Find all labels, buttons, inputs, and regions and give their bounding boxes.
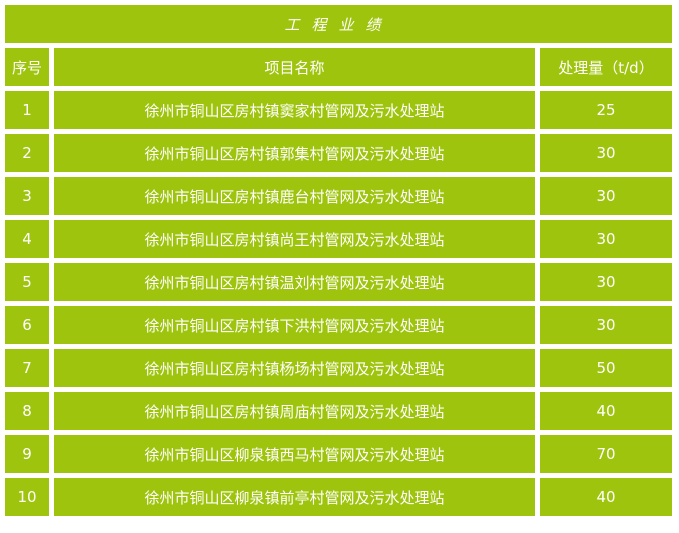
table-row: 3 徐州市铜山区房村镇鹿台村管网及污水处理站 30 [5, 177, 672, 215]
cell-capacity: 40 [539, 478, 672, 516]
page-title: 工程业绩 [5, 5, 672, 43]
header-cell-capacity: 处理量（t/d） [539, 48, 672, 86]
table-row: 1 徐州市铜山区房村镇窦家村管网及污水处理站 25 [5, 91, 672, 129]
cell-seq: 2 [5, 134, 49, 172]
cell-project-name: 徐州市铜山区房村镇周庙村管网及污水处理站 [54, 392, 535, 430]
cell-seq: 9 [5, 435, 49, 473]
cell-project-name: 徐州市铜山区房村镇窦家村管网及污水处理站 [54, 91, 535, 129]
cell-project-name: 徐州市铜山区房村镇杨场村管网及污水处理站 [54, 349, 535, 387]
cell-seq: 6 [5, 306, 49, 344]
header-row: 序号 项目名称 处理量（t/d） [5, 48, 672, 86]
cell-project-name: 徐州市铜山区房村镇鹿台村管网及污水处理站 [54, 177, 535, 215]
table-row: 7 徐州市铜山区房村镇杨场村管网及污水处理站 50 [5, 349, 672, 387]
cell-project-name: 徐州市铜山区房村镇尚王村管网及污水处理站 [54, 220, 535, 258]
table-row: 8 徐州市铜山区房村镇周庙村管网及污水处理站 40 [5, 392, 672, 430]
cell-project-name: 徐州市铜山区柳泉镇西马村管网及污水处理站 [54, 435, 535, 473]
cell-capacity: 30 [539, 177, 672, 215]
table-row: 4 徐州市铜山区房村镇尚王村管网及污水处理站 30 [5, 220, 672, 258]
performance-table: 工程业绩 序号 项目名称 处理量（t/d） 1 徐州市铜山区房村镇窦家村管网及污… [5, 5, 672, 516]
cell-capacity: 70 [539, 435, 672, 473]
header-cell-seq: 序号 [5, 48, 49, 86]
cell-seq: 7 [5, 349, 49, 387]
cell-project-name: 徐州市铜山区房村镇郭集村管网及污水处理站 [54, 134, 535, 172]
cell-seq: 5 [5, 263, 49, 301]
cell-project-name: 徐州市铜山区房村镇下洪村管网及污水处理站 [54, 306, 535, 344]
cell-project-name: 徐州市铜山区柳泉镇前亭村管网及污水处理站 [54, 478, 535, 516]
cell-capacity: 40 [539, 392, 672, 430]
cell-capacity: 30 [539, 263, 672, 301]
header-cell-project-name: 项目名称 [54, 48, 535, 86]
cell-capacity: 30 [539, 134, 672, 172]
title-row: 工程业绩 [5, 5, 672, 43]
table-row: 2 徐州市铜山区房村镇郭集村管网及污水处理站 30 [5, 134, 672, 172]
table-row: 10 徐州市铜山区柳泉镇前亭村管网及污水处理站 40 [5, 478, 672, 516]
table-row: 6 徐州市铜山区房村镇下洪村管网及污水处理站 30 [5, 306, 672, 344]
cell-seq: 1 [5, 91, 49, 129]
cell-project-name: 徐州市铜山区房村镇温刘村管网及污水处理站 [54, 263, 535, 301]
cell-seq: 4 [5, 220, 49, 258]
cell-seq: 10 [5, 478, 49, 516]
cell-capacity: 50 [539, 349, 672, 387]
cell-capacity: 30 [539, 220, 672, 258]
cell-capacity: 30 [539, 306, 672, 344]
cell-seq: 8 [5, 392, 49, 430]
table-row: 9 徐州市铜山区柳泉镇西马村管网及污水处理站 70 [5, 435, 672, 473]
cell-capacity: 25 [539, 91, 672, 129]
table-row: 5 徐州市铜山区房村镇温刘村管网及污水处理站 30 [5, 263, 672, 301]
cell-seq: 3 [5, 177, 49, 215]
